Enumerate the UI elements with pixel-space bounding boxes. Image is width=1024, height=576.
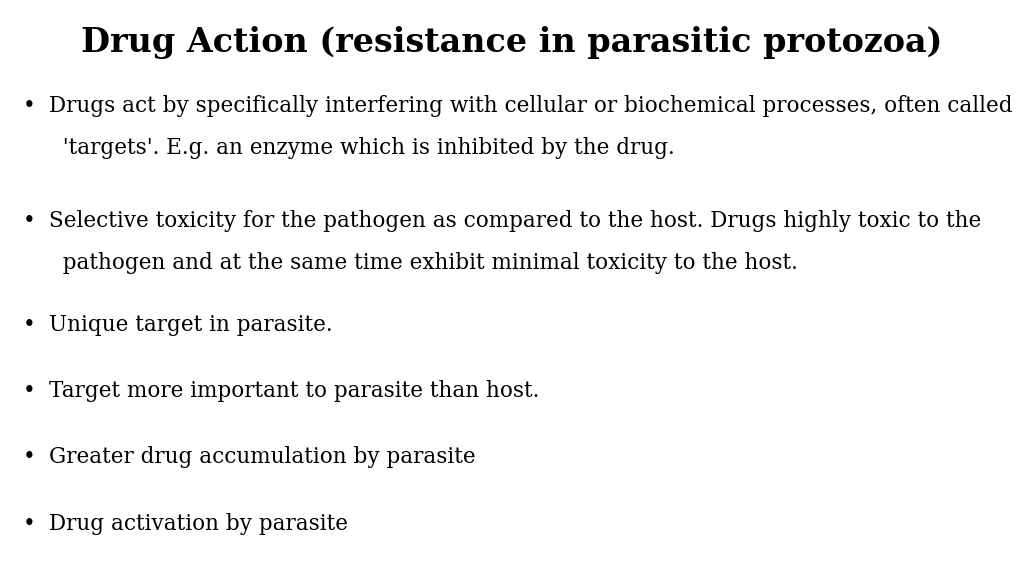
Text: •: • bbox=[23, 95, 35, 117]
Text: Unique target in parasite.: Unique target in parasite. bbox=[49, 314, 333, 336]
Text: •: • bbox=[23, 446, 35, 468]
Text: Greater drug accumulation by parasite: Greater drug accumulation by parasite bbox=[49, 446, 476, 468]
Text: 'targets'. E.g. an enzyme which is inhibited by the drug.: 'targets'. E.g. an enzyme which is inhib… bbox=[49, 137, 675, 158]
Text: Target more important to parasite than host.: Target more important to parasite than h… bbox=[49, 380, 540, 402]
Text: Selective toxicity for the pathogen as compared to the host. Drugs highly toxic : Selective toxicity for the pathogen as c… bbox=[49, 210, 981, 232]
Text: pathogen and at the same time exhibit minimal toxicity to the host.: pathogen and at the same time exhibit mi… bbox=[49, 252, 798, 274]
Text: •: • bbox=[23, 513, 35, 535]
Text: •: • bbox=[23, 210, 35, 232]
Text: Drug activation by parasite: Drug activation by parasite bbox=[49, 513, 348, 535]
Text: •: • bbox=[23, 314, 35, 336]
Text: Drug Action (resistance in parasitic protozoa): Drug Action (resistance in parasitic pro… bbox=[81, 26, 943, 59]
Text: •: • bbox=[23, 380, 35, 402]
Text: Drugs act by specifically interfering with cellular or biochemical processes, of: Drugs act by specifically interfering wi… bbox=[49, 95, 1013, 117]
